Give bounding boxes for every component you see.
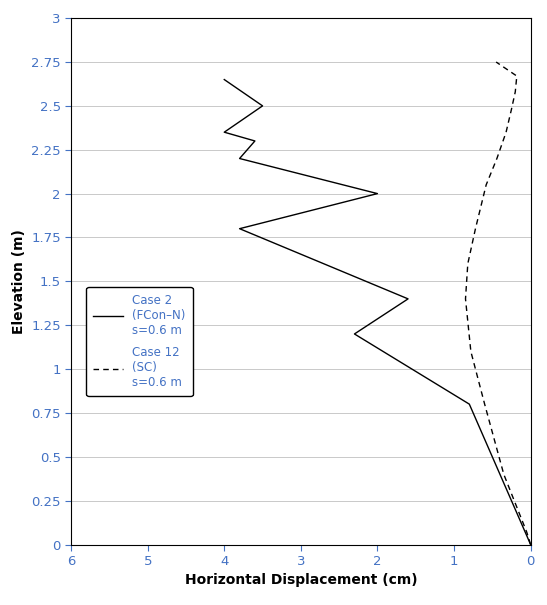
Case 2
(FCon–N)
s=0.6 m [527,541,534,548]
Case 2
(FCon–N)
s=0.6 m [236,225,243,232]
Case 2
(FCon–N)
s=0.6 m [405,295,411,302]
Case 12
(SC)
s=0.6 m [527,541,534,548]
Case 12
(SC)
s=0.6 m [514,73,520,80]
Case 12
(SC)
s=0.6 m [512,88,519,96]
Case 12
(SC)
s=0.6 m [503,129,509,136]
Case 12
(SC)
s=0.6 m [493,155,500,162]
Case 12
(SC)
s=0.6 m [468,348,474,355]
Legend: Case 2
(FCon–N)
s=0.6 m, Case 12
(SC)
s=0.6 m: Case 2 (FCon–N) s=0.6 m, Case 12 (SC) s=… [86,287,193,396]
Case 12
(SC)
s=0.6 m [462,295,469,302]
Case 2
(FCon–N)
s=0.6 m [374,190,381,197]
Case 2
(FCon–N)
s=0.6 m [221,76,228,83]
Case 2
(FCon–N)
s=0.6 m [351,330,358,338]
Case 12
(SC)
s=0.6 m [523,529,530,536]
Case 2
(FCon–N)
s=0.6 m [221,129,228,136]
X-axis label: Horizontal Displacement (cm): Horizontal Displacement (cm) [184,574,417,587]
Case 12
(SC)
s=0.6 m [516,509,522,517]
Case 12
(SC)
s=0.6 m [464,260,471,267]
Case 12
(SC)
s=0.6 m [493,59,499,66]
Y-axis label: Elevation (m): Elevation (m) [11,229,26,334]
Case 2
(FCon–N)
s=0.6 m [259,102,266,110]
Case 12
(SC)
s=0.6 m [472,225,479,232]
Case 12
(SC)
s=0.6 m [508,106,515,113]
Line: Case 2
(FCon–N)
s=0.6 m: Case 2 (FCon–N) s=0.6 m [224,80,531,544]
Case 12
(SC)
s=0.6 m [483,182,490,189]
Case 12
(SC)
s=0.6 m [501,471,507,478]
Case 12
(SC)
s=0.6 m [481,401,488,408]
Case 2
(FCon–N)
s=0.6 m [466,401,473,408]
Case 2
(FCon–N)
s=0.6 m [236,155,243,162]
Case 2
(FCon–N)
s=0.6 m [252,137,258,145]
Line: Case 12
(SC)
s=0.6 m: Case 12 (SC) s=0.6 m [465,62,531,544]
